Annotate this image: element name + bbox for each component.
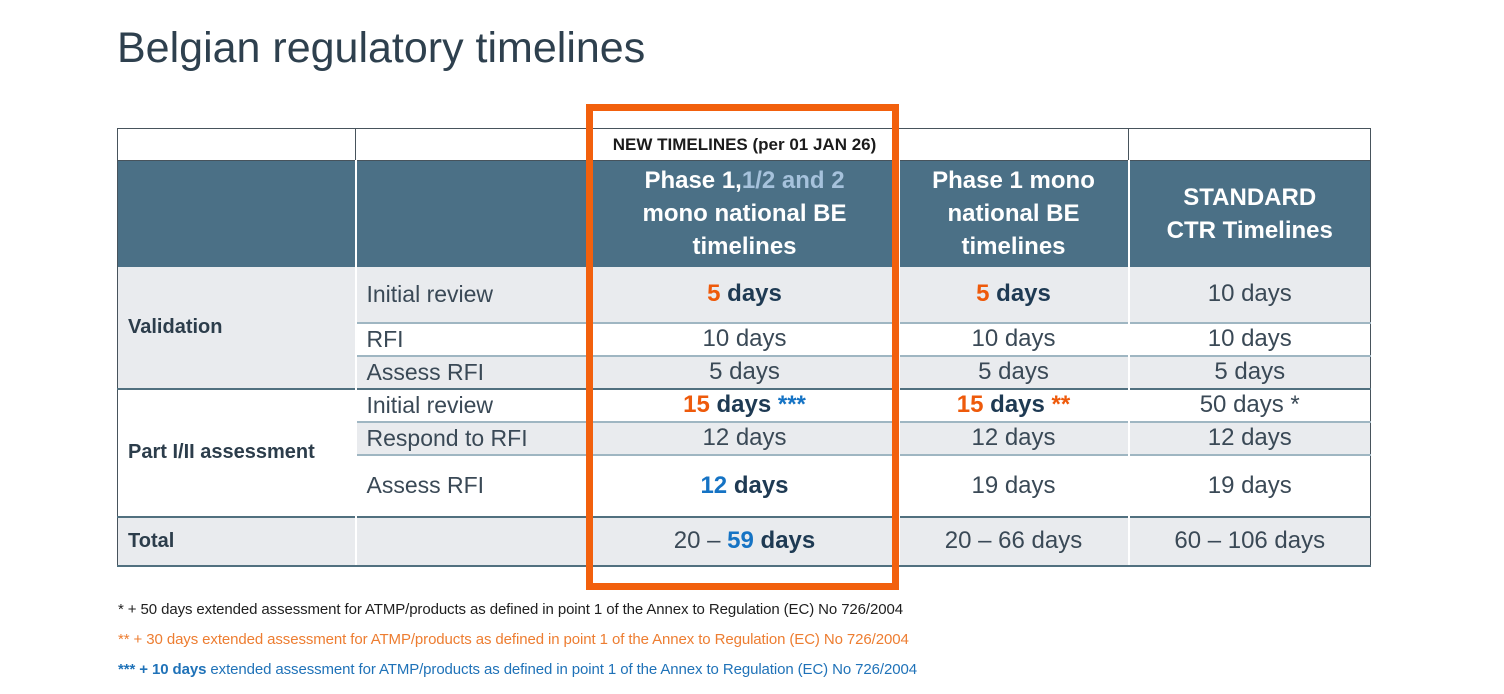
- value-cell: 10 days: [589, 321, 899, 356]
- total-row-spacer: [354, 515, 591, 567]
- row-sub-label: Assess RFI: [354, 354, 591, 389]
- page-title: Belgian regulatory timelines: [117, 24, 646, 72]
- text-span: **: [1051, 391, 1071, 418]
- value-cell: 12 days: [897, 420, 1129, 455]
- value-cell: 10 days: [1127, 321, 1371, 356]
- text-span: 10 days: [1207, 325, 1292, 352]
- total-value-new-timelines: 20 – 59 days: [589, 515, 899, 567]
- value-cell: 12 days: [589, 420, 899, 455]
- text-span: 10 days: [1207, 280, 1292, 307]
- value-cell: 19 days: [1127, 453, 1371, 517]
- row-group-label: Validation: [117, 266, 356, 389]
- text-span: 19 days: [971, 471, 1056, 499]
- text-span: Phase 1,: [644, 167, 742, 195]
- text-span: ** + 30 days extended assessment for ATM…: [118, 631, 909, 648]
- table-row: RFI 10 days 10 days 10 days: [118, 321, 1371, 356]
- row-group-label: Part I/II assessment: [117, 387, 356, 517]
- row-sub-label: Respond to RFI: [354, 420, 591, 455]
- text-span: 50 days *: [1199, 391, 1300, 418]
- text-span: *** + 10 days: [118, 661, 207, 678]
- table-row: Part I/II assessment Initial review 15 day…: [117, 387, 1371, 517]
- text-span: Phase 1 mono national BE timelines: [932, 167, 1095, 261]
- text-span: 5 days: [978, 358, 1049, 385]
- header-spacer: [117, 160, 356, 267]
- table-row: Assess RFI 12 days 19 days 19 days: [118, 453, 1371, 517]
- text-span: 5 days: [709, 358, 780, 385]
- text-span: 20 –: [673, 527, 728, 554]
- banner-spacer: [117, 128, 356, 161]
- row-sub-label: Initial review: [354, 387, 591, 422]
- footnote-30-days: ** + 30 days extended assessment for ATM…: [118, 631, 917, 648]
- total-value-standard-ctr: 60 – 106 days: [1127, 515, 1371, 567]
- text-span: 19 days: [1207, 471, 1292, 499]
- table-row: Validation Initial review 5 days 5 days 10 d…: [117, 266, 1371, 389]
- total-row: Total 20 – 59 days 20 – 66 days 60 – 106…: [117, 515, 1371, 567]
- header-spacer: [354, 160, 591, 267]
- text-span: STANDARD CTR Timelines: [1166, 183, 1333, 244]
- total-row-label: Total: [117, 515, 356, 567]
- value-cell: 10 days: [897, 321, 1129, 356]
- row-sub-label: RFI: [354, 321, 591, 356]
- column-header-phase-1-12-and-2: Phase 1,1/2 and 2 mono national BE timel…: [589, 160, 899, 267]
- text-span: days: [727, 471, 789, 499]
- value-cell: 15 days **: [897, 387, 1129, 422]
- value-cell: 12 days: [589, 453, 899, 517]
- value-cell: 12 days: [1127, 420, 1371, 455]
- text-span: 12: [700, 471, 728, 499]
- text-span: 12 days: [971, 424, 1056, 451]
- text-span: 20 – 66 days: [944, 527, 1083, 554]
- banner-spacer: [355, 128, 591, 161]
- row-sub-label: Initial review: [354, 266, 591, 323]
- text-span: 15: [956, 391, 984, 418]
- text-span: 1/2 and 2: [741, 167, 845, 195]
- text-span: 12 days: [1207, 424, 1292, 451]
- text-span: 12 days: [702, 424, 787, 451]
- column-header-standard-ctr: STANDARD CTR Timelines: [1127, 160, 1371, 267]
- banner-spacer: [1128, 128, 1371, 161]
- text-span: 60 – 106 days: [1174, 527, 1326, 554]
- column-header-phase-1-mono: Phase 1 mono national BE timelines: [897, 160, 1129, 267]
- footnote-10-days: *** + 10 days extended assessment for AT…: [118, 661, 917, 678]
- text-span: days: [989, 280, 1051, 307]
- text-span: 5: [707, 280, 721, 307]
- value-cell: 5 days: [897, 266, 1129, 323]
- value-cell: 5 days: [897, 354, 1129, 389]
- text-span: ***: [777, 391, 806, 418]
- text-span: days: [720, 280, 782, 307]
- text-span: 10 days: [971, 325, 1056, 352]
- value-cell: 5 days: [589, 354, 899, 389]
- banner-spacer: [898, 128, 1129, 161]
- text-span: 59: [727, 527, 754, 554]
- footnote-50-days: * + 50 days extended assessment for ATMP…: [118, 601, 917, 618]
- text-span: 10 days: [702, 325, 787, 352]
- text-span: days: [709, 391, 778, 418]
- text-span: days: [753, 527, 816, 554]
- total-value-phase-1-mono: 20 – 66 days: [897, 515, 1129, 567]
- text-span: * + 50 days extended assessment for ATMP…: [118, 601, 903, 618]
- value-cell: 5 days: [1127, 354, 1371, 389]
- footnotes: * + 50 days extended assessment for ATMP…: [118, 601, 917, 691]
- new-timelines-banner: NEW TIMELINES (per 01 JAN 26): [590, 128, 899, 161]
- text-span: 5 days: [1214, 358, 1286, 385]
- timelines-table: NEW TIMELINES (per 01 JAN 26) Phase 1,1/…: [117, 104, 1371, 590]
- value-cell: 50 days *: [1127, 387, 1371, 422]
- value-cell: 15 days ***: [589, 387, 899, 422]
- text-span: mono national BE timelines: [642, 200, 847, 261]
- table-row: Respond to RFI 12 days 12 days 12 days: [118, 420, 1371, 455]
- column-header-row: Phase 1,1/2 and 2 mono national BE timel…: [117, 160, 1371, 267]
- value-cell: 19 days: [897, 453, 1129, 517]
- row-sub-label: Assess RFI: [354, 453, 591, 517]
- value-cell: 5 days: [589, 266, 899, 323]
- text-span: days: [983, 391, 1052, 418]
- text-span: 5: [976, 280, 990, 307]
- banner-row: NEW TIMELINES (per 01 JAN 26): [117, 128, 1371, 161]
- table-row: Assess RFI 5 days 5 days 5 days: [118, 354, 1371, 389]
- regulatory-timelines-table: NEW TIMELINES (per 01 JAN 26) Phase 1,1/…: [117, 128, 1371, 567]
- text-span: 15: [683, 391, 710, 418]
- value-cell: 10 days: [1127, 266, 1371, 323]
- text-span: extended assessment for ATMP/products as…: [206, 661, 917, 678]
